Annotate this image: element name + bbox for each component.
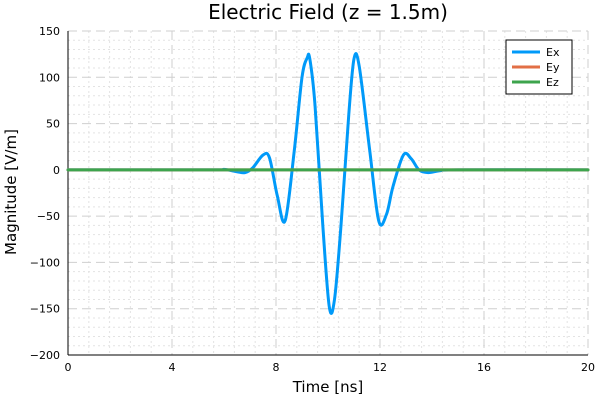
legend: Ex Ey Ez: [505, 39, 573, 95]
y-tick-label: −150: [30, 303, 60, 316]
y-tick-label: 50: [46, 118, 60, 131]
x-tick-label: 8: [273, 361, 280, 374]
series-line-ex: [66, 52, 590, 316]
legend-label-ey: Ey: [546, 61, 560, 74]
y-tick-label: −50: [37, 210, 60, 223]
x-axis-label: Time [ns]: [292, 378, 364, 396]
series-layer: [66, 52, 590, 316]
y-tick-label: 150: [39, 25, 60, 38]
legend-label-ex: Ex: [546, 46, 560, 59]
x-tick-label: 16: [477, 361, 491, 374]
y-tick-label: −200: [30, 349, 60, 362]
legend-label-ez: Ez: [546, 76, 559, 89]
y-axis-label: Magnitude [V/m]: [2, 129, 20, 255]
y-tick-label: 0: [53, 164, 60, 177]
x-tick-label: 12: [373, 361, 387, 374]
x-tick-label: 0: [65, 361, 72, 374]
y-tick-label: 100: [39, 71, 60, 84]
y-tick-label: −100: [30, 256, 60, 269]
tick-labels: 0 4 8 12 16 20 −200 −150 −100 −50 0 50 100 150: [30, 25, 595, 374]
chart-title: Electric Field (z = 1.5m): [208, 0, 448, 24]
axes: [67, 31, 588, 356]
x-tick-label: 4: [169, 361, 176, 374]
x-tick-label: 20: [581, 361, 595, 374]
